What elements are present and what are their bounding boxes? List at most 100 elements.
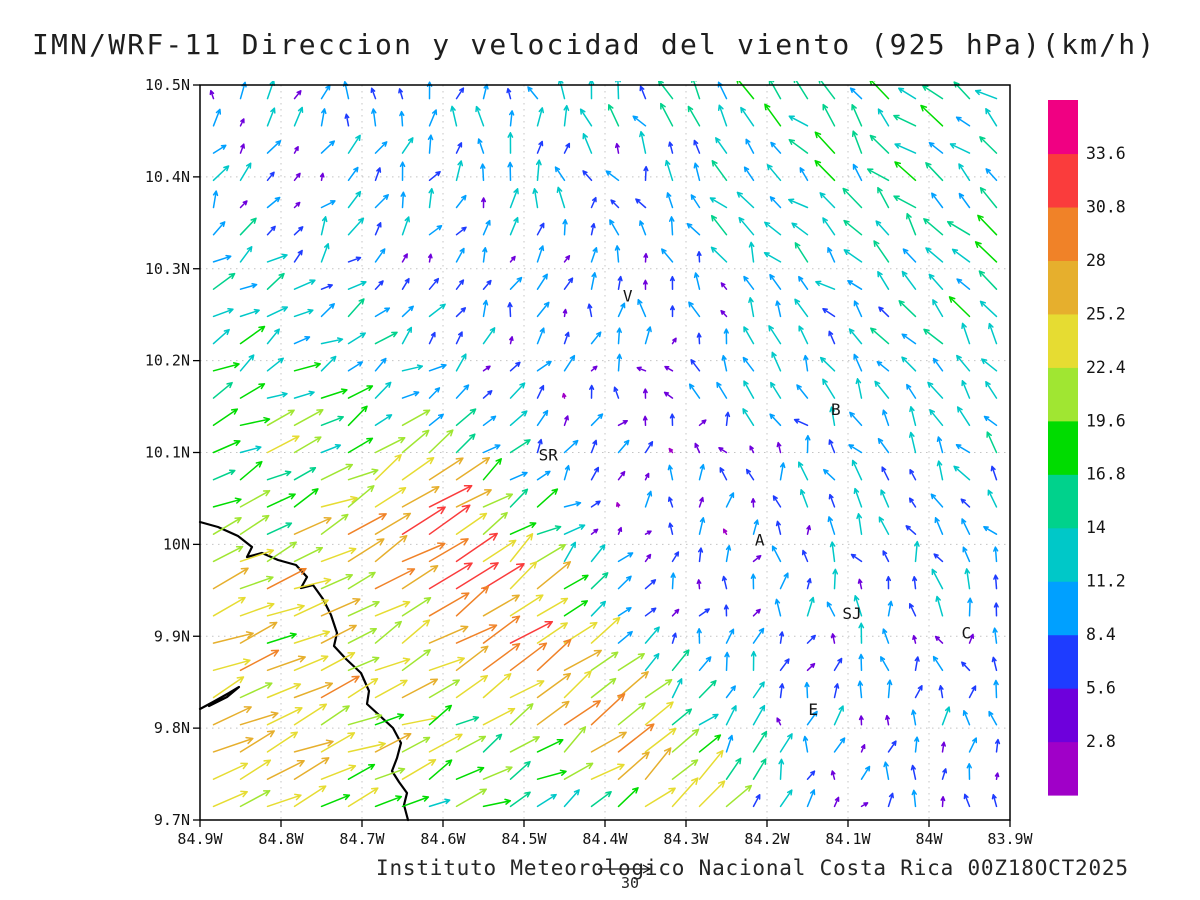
wind-arrow [635,198,647,209]
wind-arrow [370,87,377,100]
wind-arrow [644,701,674,726]
wind-arrow [509,361,521,372]
wind-arrow [401,678,439,699]
wind-arrow [894,143,917,154]
wind-arrow [374,381,392,399]
wind-arrow [905,525,917,535]
wind-arrow [928,141,944,154]
wind-arrow [212,381,233,399]
wind-arrow [874,380,890,399]
x-tick-label: 84.8W [258,830,304,848]
wind-arrow [212,762,249,780]
wind-arrow [293,409,324,427]
wind-arrow [561,392,567,399]
y-tick-label: 9.8N [154,719,190,737]
wind-arrow [212,676,245,699]
wind-arrow [664,159,674,182]
wind-arrow [941,741,946,753]
wind-arrow [347,405,368,427]
wind-arrow [239,682,273,699]
wind-arrow [932,299,944,318]
coastline-path [198,520,410,822]
wind-arrow [962,710,971,726]
wind-arrow [860,744,866,753]
wind-arrow [617,787,639,808]
station-label: A [755,531,765,550]
footer-credit: Instituto Meteorologico Nacional Costa R… [376,856,1129,880]
wind-arrow [617,606,632,617]
wind-arrow [455,279,465,290]
wind-arrow [843,219,863,236]
wind-arrow [266,655,306,672]
wind-arrow [977,214,998,236]
wind-arrow [536,700,570,726]
wind-arrow [993,546,999,563]
wind-arrow [212,144,227,154]
wind-arrow [266,409,295,427]
wind-arrow [869,134,890,154]
wind-arrow [482,365,491,372]
wind-arrow [657,81,674,100]
wind-arrow [908,497,917,508]
wind-arrow [455,624,498,644]
wind-arrow [509,642,548,672]
wind-arrow [833,705,844,726]
wind-arrow [617,630,633,644]
wind-arrow [374,141,388,154]
wind-arrow [590,600,607,617]
wind-arrow [563,762,594,780]
wind-arrow [455,674,489,699]
wind-arrow [644,472,650,481]
wind-arrow [266,357,284,372]
wind-arrow [293,488,319,508]
colorbar-tick-label: 14 [1086,518,1106,537]
wind-arrow [936,436,944,454]
wind-arrow [590,528,599,535]
wind-arrow [579,108,593,127]
wind-arrow [776,441,782,454]
wind-arrow [779,462,786,481]
wind-arrow [698,419,707,427]
wind-arrow [347,678,379,699]
wind-arrow [401,429,430,454]
wind-arrow [894,161,917,182]
wind-arrow [293,681,334,699]
wind-arrow [266,171,275,182]
wind-arrow [690,359,701,372]
wind-arrow [212,596,246,617]
wind-arrow [374,713,405,726]
wind-arrow [590,544,606,563]
wind-arrow [853,487,863,508]
wind-arrow [722,528,728,535]
wind-arrow [613,386,620,399]
wind-arrow [936,460,944,481]
station-label: C [961,623,971,642]
wind-arrow [320,84,331,100]
wind-arrow [885,714,890,726]
wind-arrow [563,670,592,699]
wind-arrow [371,108,377,127]
wind-arrow [949,143,971,154]
wind-arrow [212,736,254,753]
wind-arrow [614,245,621,263]
wind-arrow [832,568,839,590]
wind-arrow [617,439,630,454]
wind-arrow [941,768,948,780]
wind-arrow [877,271,890,290]
wind-arrow [857,680,864,699]
wind-arrow [590,331,602,345]
wind-arrow [882,628,890,644]
wind-arrow [590,791,612,808]
wind-arrow [450,105,458,127]
wind-arrow [320,624,357,644]
wind-arrow [293,390,315,399]
wind-arrow [768,81,782,100]
wind-arrow [508,110,515,127]
wind-arrow [266,567,307,590]
wind-arrow [374,512,412,535]
wind-arrow [455,160,464,182]
wind-arrow [293,90,302,100]
wind-arrow [856,513,863,535]
wind-arrow [239,759,272,780]
wind-arrow [696,251,702,263]
